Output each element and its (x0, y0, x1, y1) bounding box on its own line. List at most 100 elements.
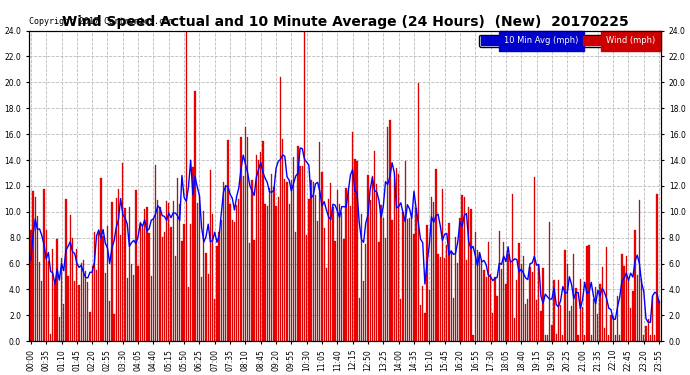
Bar (253, 240, 255, 341)
Bar (523, 256, 524, 341)
Bar (195, 91, 196, 341)
Bar (350, 206, 351, 341)
Bar (361, 213, 362, 341)
Bar (48, 261, 49, 341)
Bar (81, 263, 82, 341)
Bar (150, 276, 152, 341)
Bar (573, 254, 574, 341)
Bar (477, 249, 478, 341)
Bar (249, 243, 250, 341)
Bar (514, 318, 515, 341)
Bar (247, 137, 248, 341)
Bar (258, 160, 259, 341)
Bar (221, 220, 222, 341)
Bar (144, 209, 146, 341)
Bar (396, 168, 397, 341)
Bar (656, 194, 658, 341)
Bar (531, 272, 533, 341)
Bar (499, 231, 500, 341)
Bar (122, 163, 124, 341)
Bar (505, 284, 506, 341)
Bar (643, 335, 644, 341)
Bar (424, 313, 426, 341)
Bar (398, 174, 400, 341)
Bar (516, 280, 518, 341)
Bar (647, 319, 649, 341)
Bar (142, 227, 143, 341)
Bar (146, 207, 148, 341)
Bar (30, 230, 32, 341)
Bar (385, 238, 386, 341)
Bar (413, 234, 415, 341)
Bar (367, 175, 368, 341)
Bar (547, 335, 548, 341)
Bar (637, 275, 638, 341)
Bar (370, 200, 371, 341)
Legend: 10 Min Avg (mph), Wind (mph): 10 Min Avg (mph), Wind (mph) (480, 35, 657, 47)
Bar (658, 301, 660, 341)
Bar (578, 335, 579, 341)
Bar (199, 196, 200, 341)
Bar (293, 157, 294, 341)
Bar (634, 230, 635, 341)
Bar (34, 197, 36, 341)
Bar (431, 197, 432, 341)
Bar (168, 204, 170, 341)
Bar (251, 180, 253, 341)
Bar (595, 288, 596, 341)
Bar (172, 201, 174, 341)
Bar (203, 211, 204, 341)
Bar (100, 178, 101, 341)
Bar (470, 209, 471, 341)
Bar (376, 184, 377, 341)
Bar (451, 252, 452, 341)
Bar (225, 185, 226, 341)
Bar (417, 83, 419, 341)
Bar (486, 278, 487, 341)
Bar (234, 222, 235, 341)
Bar (453, 298, 454, 341)
Bar (359, 298, 360, 341)
Bar (328, 199, 329, 341)
Bar (282, 139, 284, 341)
Bar (133, 275, 135, 341)
Bar (339, 204, 340, 341)
Bar (335, 242, 336, 341)
Bar (600, 284, 601, 341)
Bar (92, 266, 93, 341)
Bar (475, 232, 476, 341)
Bar (542, 268, 544, 341)
Bar (536, 300, 538, 341)
Bar (37, 216, 38, 341)
Bar (324, 228, 325, 341)
Bar (575, 288, 577, 341)
Bar (55, 283, 56, 341)
Bar (571, 306, 572, 341)
Bar (317, 221, 318, 341)
Bar (157, 200, 159, 341)
Bar (518, 243, 520, 341)
Bar (177, 177, 178, 341)
Bar (632, 291, 633, 341)
Bar (645, 326, 647, 341)
Bar (415, 208, 417, 341)
Bar (288, 204, 290, 341)
Bar (455, 237, 456, 341)
Bar (525, 304, 526, 341)
Bar (139, 222, 141, 341)
Bar (219, 232, 220, 341)
Bar (409, 217, 411, 341)
Bar (89, 312, 90, 341)
Bar (184, 224, 185, 341)
Bar (630, 308, 631, 341)
Bar (188, 287, 189, 341)
Bar (433, 202, 434, 341)
Bar (494, 277, 495, 341)
Bar (32, 190, 34, 341)
Bar (68, 276, 69, 341)
Bar (586, 246, 588, 341)
Bar (59, 317, 60, 341)
Bar (243, 176, 244, 341)
Bar (621, 254, 622, 341)
Bar (553, 280, 555, 341)
